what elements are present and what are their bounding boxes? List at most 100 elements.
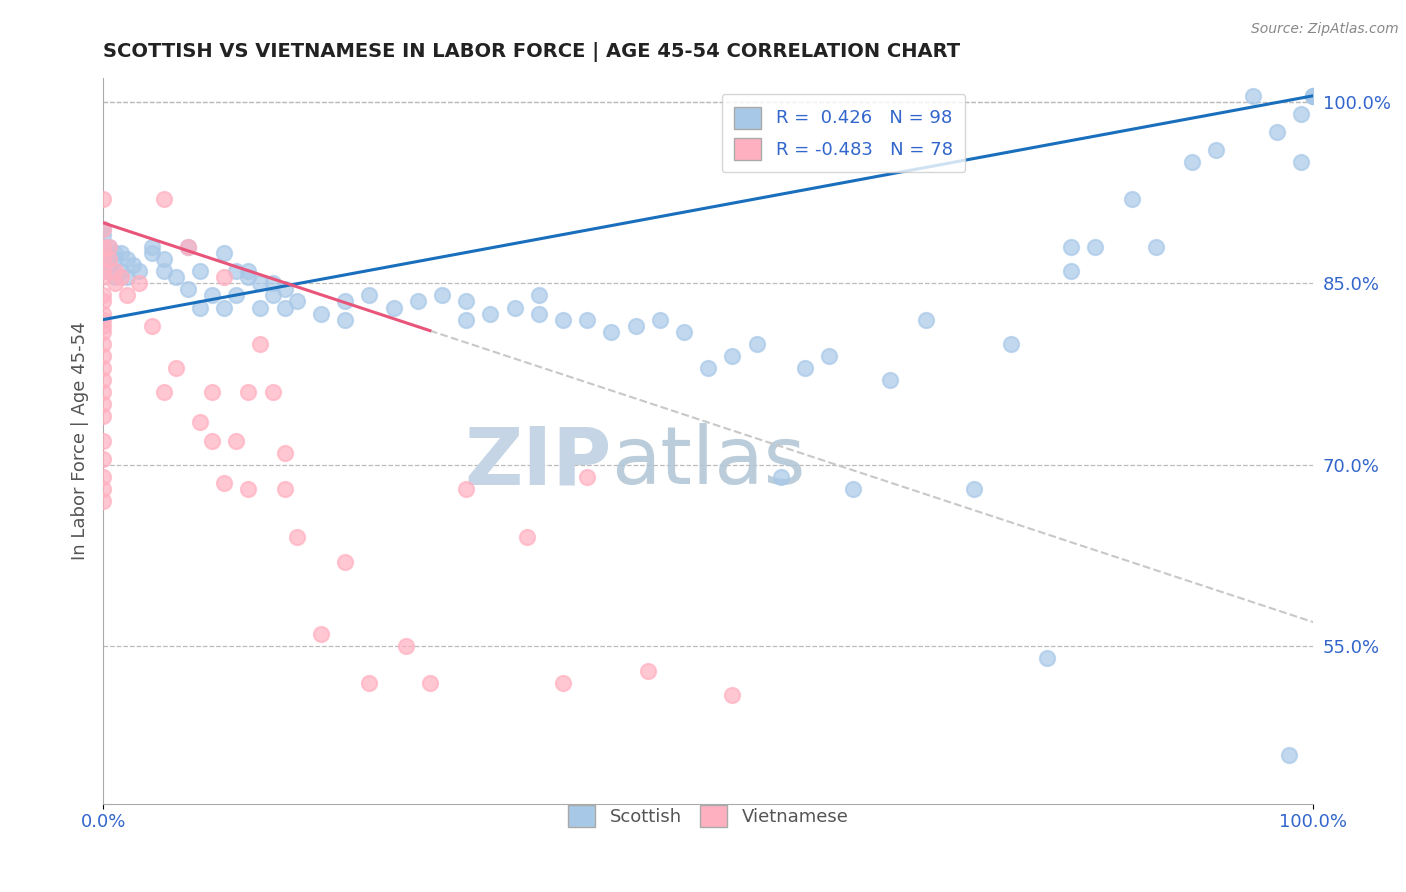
Point: [225, 288, 247, 302]
Point: [1302, 88, 1324, 103]
Text: ZIP: ZIP: [464, 424, 612, 501]
Point: [648, 312, 671, 326]
Point: [91, 288, 114, 302]
Point: [551, 312, 574, 326]
Point: [177, 282, 200, 296]
Point: [91, 385, 114, 400]
Point: [262, 385, 284, 400]
Point: [104, 246, 127, 260]
Point: [249, 277, 271, 291]
Point: [212, 475, 235, 490]
Point: [91, 409, 114, 424]
Point: [91, 312, 114, 326]
Point: [576, 470, 599, 484]
Text: Source: ZipAtlas.com: Source: ZipAtlas.com: [1251, 22, 1399, 37]
Point: [249, 336, 271, 351]
Point: [672, 325, 695, 339]
Point: [165, 270, 187, 285]
Point: [1302, 88, 1324, 103]
Point: [110, 246, 132, 260]
Point: [516, 531, 538, 545]
Point: [359, 288, 381, 302]
Point: [238, 482, 260, 496]
Point: [963, 482, 986, 496]
Point: [141, 318, 163, 333]
Point: [104, 252, 127, 266]
Point: [91, 397, 114, 411]
Point: [188, 301, 211, 315]
Point: [177, 240, 200, 254]
Legend: Scottish, Vietnamese: Scottish, Vietnamese: [561, 798, 855, 835]
Point: [188, 416, 211, 430]
Point: [141, 240, 163, 254]
Point: [249, 301, 271, 315]
Point: [110, 264, 132, 278]
Point: [104, 277, 127, 291]
Point: [238, 270, 260, 285]
Point: [1060, 264, 1083, 278]
Point: [98, 252, 121, 266]
Point: [1289, 107, 1312, 121]
Point: [91, 258, 114, 272]
Point: [201, 434, 224, 448]
Point: [91, 240, 114, 254]
Point: [238, 385, 260, 400]
Point: [1000, 336, 1022, 351]
Point: [91, 470, 114, 484]
Point: [117, 270, 139, 285]
Point: [333, 555, 356, 569]
Point: [359, 675, 381, 690]
Point: [91, 264, 114, 278]
Point: [430, 288, 453, 302]
Point: [117, 252, 139, 266]
Point: [1084, 240, 1107, 254]
Point: [456, 312, 478, 326]
Point: [91, 246, 114, 260]
Point: [818, 349, 841, 363]
Point: [238, 264, 260, 278]
Point: [91, 264, 114, 278]
Point: [91, 451, 114, 466]
Point: [98, 252, 121, 266]
Point: [152, 252, 174, 266]
Point: [745, 336, 768, 351]
Point: [479, 307, 502, 321]
Point: [600, 325, 623, 339]
Point: [91, 349, 114, 363]
Point: [212, 270, 235, 285]
Point: [91, 192, 114, 206]
Point: [91, 227, 114, 242]
Point: [165, 361, 187, 376]
Point: [91, 494, 114, 508]
Point: [91, 294, 114, 309]
Point: [637, 664, 659, 678]
Point: [406, 294, 429, 309]
Point: [1265, 125, 1288, 139]
Point: [769, 470, 792, 484]
Point: [98, 240, 121, 254]
Point: [456, 482, 478, 496]
Text: atlas: atlas: [612, 424, 806, 501]
Point: [225, 264, 247, 278]
Text: SCOTTISH VS VIETNAMESE IN LABOR FORCE | AGE 45-54 CORRELATION CHART: SCOTTISH VS VIETNAMESE IN LABOR FORCE | …: [103, 42, 960, 62]
Point: [152, 385, 174, 400]
Point: [1289, 155, 1312, 169]
Point: [91, 246, 114, 260]
Point: [91, 482, 114, 496]
Point: [104, 264, 127, 278]
Point: [201, 288, 224, 302]
Point: [122, 258, 145, 272]
Point: [1302, 88, 1324, 103]
Point: [309, 307, 332, 321]
Point: [1241, 88, 1264, 103]
Point: [110, 270, 132, 285]
Point: [576, 312, 599, 326]
Point: [273, 482, 295, 496]
Point: [91, 222, 114, 236]
Point: [91, 361, 114, 376]
Point: [624, 318, 647, 333]
Point: [128, 264, 150, 278]
Point: [842, 482, 865, 496]
Point: [395, 640, 418, 654]
Point: [273, 446, 295, 460]
